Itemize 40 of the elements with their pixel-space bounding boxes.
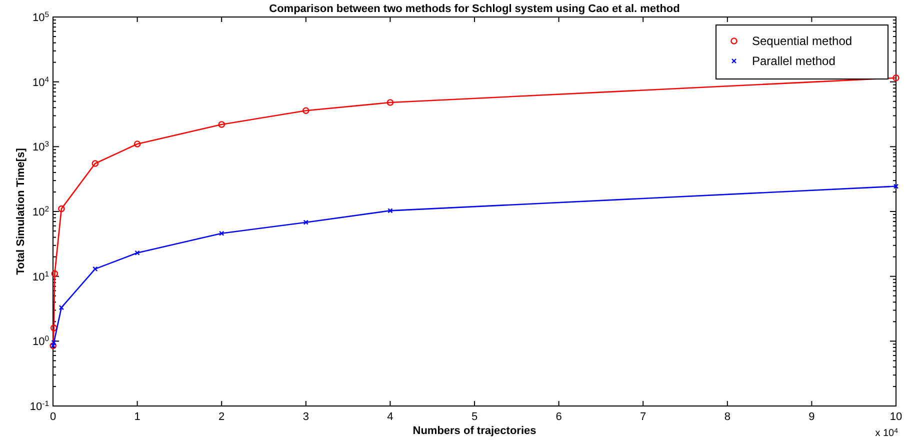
point [58, 304, 64, 310]
point [50, 324, 58, 332]
x-tick-label: 6 [556, 411, 562, 423]
x-tick-label: 2 [218, 411, 225, 423]
point [218, 121, 225, 128]
point [219, 230, 224, 236]
y-tick-label: 10$^{0}$ [32, 334, 49, 348]
point [51, 270, 58, 278]
y-axis-title: Total Simulation Time[s] [15, 148, 27, 275]
x-tick-label: 7 [640, 411, 646, 423]
point [51, 340, 56, 346]
point [386, 99, 394, 106]
point [303, 220, 308, 225]
legend-label: Parallel method [752, 54, 836, 68]
y-tick-label: 10$^{-1}$ [30, 398, 49, 413]
point [892, 74, 900, 82]
y-tick-label: 10$^{2}$ [32, 204, 49, 218]
y-tick-label: 10$^{4}$ [32, 74, 50, 89]
x-tick-label: 8 [724, 411, 730, 423]
x-tick-label: 0 [50, 411, 56, 423]
point [302, 107, 310, 114]
chart-title: Comparison between two methods for Schlogl system using Cao et al. method [269, 3, 680, 15]
x-tick-label: 4 [387, 411, 394, 423]
y-tick-label: 10$^{3}$ [32, 139, 49, 154]
x-tick-label: 10 [890, 411, 902, 423]
x-tick-label: 5 [471, 411, 478, 423]
x-tick-label: 3 [302, 411, 309, 423]
point [134, 250, 140, 256]
text: x 10$^{4}$ [875, 428, 898, 439]
y-tick-label: 10$^{5}$ [32, 10, 49, 24]
point [92, 266, 98, 272]
y-tick-label: 10$^{1}$ [32, 268, 49, 284]
x-tick-label: 9 [808, 411, 815, 423]
point [92, 160, 99, 167]
point [388, 208, 393, 214]
point [134, 140, 141, 148]
point [58, 205, 65, 212]
legend-label: Sequential method [752, 34, 852, 48]
x-axis-title: Numbers of trajectories [412, 425, 536, 437]
x-tick-label: 1 [134, 411, 140, 423]
